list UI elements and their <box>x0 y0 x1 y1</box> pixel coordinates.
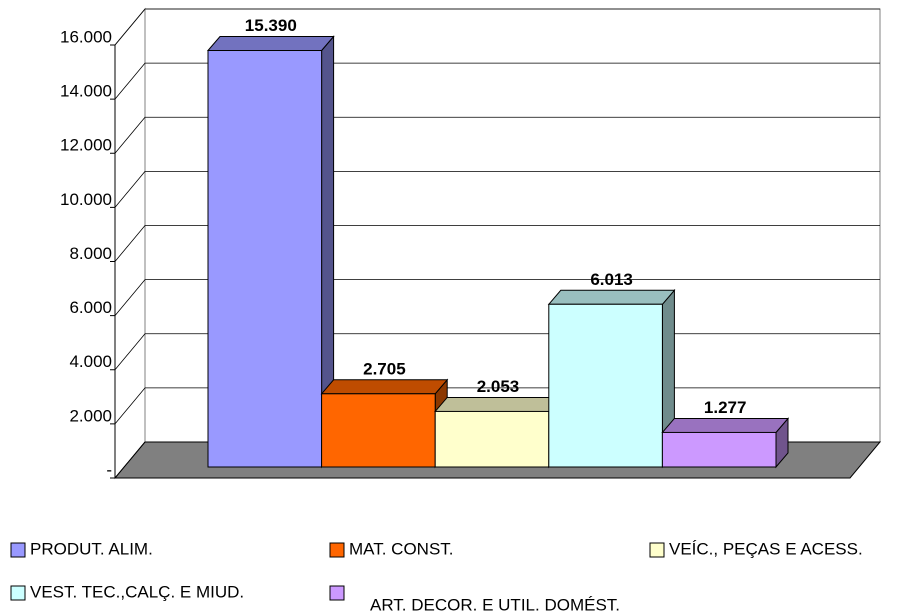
legend-swatch <box>10 585 26 601</box>
legend-label: VEST. TEC.,CALÇ. E MIUD. <box>30 582 244 601</box>
value-label: 1.277 <box>704 398 747 417</box>
legend-label: PRODUT. ALIM. <box>30 539 153 558</box>
legend-swatch <box>329 542 345 558</box>
y-tick-label: 10.000 <box>60 190 112 209</box>
legend-label: MAT. CONST. <box>349 539 454 558</box>
bar-top <box>661 417 790 433</box>
grid-line <box>114 62 880 100</box>
value-label: 2.053 <box>477 377 520 396</box>
y-tick-label: 16.000 <box>60 27 112 46</box>
value-label: 6.013 <box>590 270 633 289</box>
y-tick-label: - <box>106 460 112 479</box>
y-tick-label: 14.000 <box>60 82 112 101</box>
grid-line <box>114 170 880 208</box>
grid-line <box>114 225 880 262</box>
grid-line <box>114 279 880 316</box>
bar <box>434 410 550 468</box>
bar-top <box>547 289 676 305</box>
bar-top <box>206 36 335 52</box>
legend-label: ART. DECOR. E UTIL. DOMÉST. <box>370 595 620 612</box>
y-tick-label: 6.000 <box>69 298 112 317</box>
grid-line <box>114 8 880 46</box>
y-tick-label: 2.000 <box>69 406 112 425</box>
bar <box>548 303 663 468</box>
value-label: 15.390 <box>245 16 297 35</box>
legend-swatch <box>10 542 26 558</box>
grid-line <box>114 116 880 154</box>
bar-top <box>434 396 562 412</box>
y-tick-label: 8.000 <box>69 244 112 263</box>
legend-label: VEÍC., PEÇAS E ACESS. <box>669 539 863 558</box>
legend-swatch <box>329 585 345 601</box>
bar <box>207 50 323 468</box>
value-label: 2.705 <box>363 359 406 378</box>
y-tick-label: 12.000 <box>60 136 112 155</box>
bar-top <box>320 379 449 395</box>
legend-swatch <box>649 542 665 558</box>
bar <box>321 393 436 468</box>
bar <box>661 431 777 468</box>
y-tick-label: 4.000 <box>69 352 112 371</box>
